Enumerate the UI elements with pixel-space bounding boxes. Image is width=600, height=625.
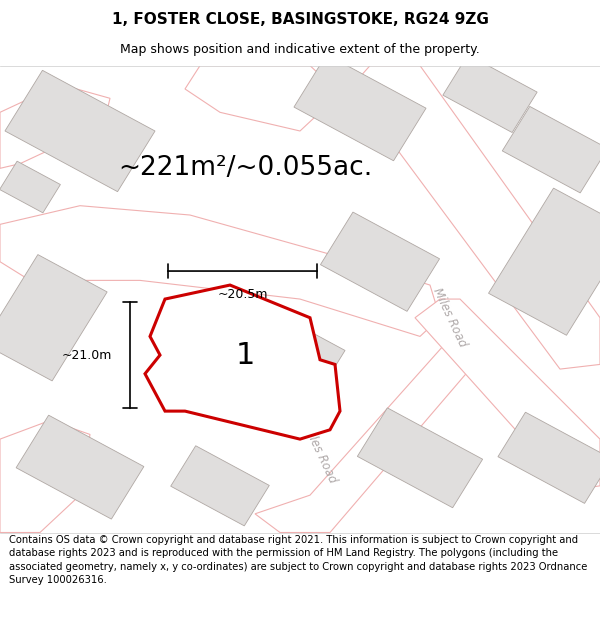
Polygon shape xyxy=(16,415,144,519)
Polygon shape xyxy=(345,66,600,369)
Text: Contains OS data © Crown copyright and database right 2021. This information is : Contains OS data © Crown copyright and d… xyxy=(9,535,587,585)
Polygon shape xyxy=(294,54,426,161)
Polygon shape xyxy=(170,446,269,526)
Text: 1, FOSTER CLOSE, BASINGSTOKE, RG24 9ZG: 1, FOSTER CLOSE, BASINGSTOKE, RG24 9ZG xyxy=(112,12,488,27)
Polygon shape xyxy=(0,206,440,336)
Polygon shape xyxy=(255,327,490,532)
Polygon shape xyxy=(0,254,107,381)
Text: ~221m²/~0.055ac.: ~221m²/~0.055ac. xyxy=(118,156,372,181)
Polygon shape xyxy=(502,106,600,193)
Polygon shape xyxy=(415,299,600,491)
Polygon shape xyxy=(0,161,61,213)
Polygon shape xyxy=(5,71,155,192)
Text: ~21.0m: ~21.0m xyxy=(62,349,112,362)
Polygon shape xyxy=(320,212,440,311)
Polygon shape xyxy=(0,84,110,168)
Text: Foster Close: Foster Close xyxy=(235,295,305,341)
Polygon shape xyxy=(443,55,537,132)
Text: Miles Road: Miles Road xyxy=(301,421,340,485)
Polygon shape xyxy=(358,408,482,508)
Polygon shape xyxy=(145,285,340,439)
Text: Map shows position and indicative extent of the property.: Map shows position and indicative extent… xyxy=(120,42,480,56)
Text: Miles Road: Miles Road xyxy=(431,286,469,349)
Polygon shape xyxy=(185,66,340,131)
Text: 1: 1 xyxy=(235,341,254,369)
Polygon shape xyxy=(498,412,600,503)
Polygon shape xyxy=(0,421,90,532)
Polygon shape xyxy=(488,188,600,335)
Polygon shape xyxy=(195,290,345,411)
Text: ~20.5m: ~20.5m xyxy=(217,288,268,301)
